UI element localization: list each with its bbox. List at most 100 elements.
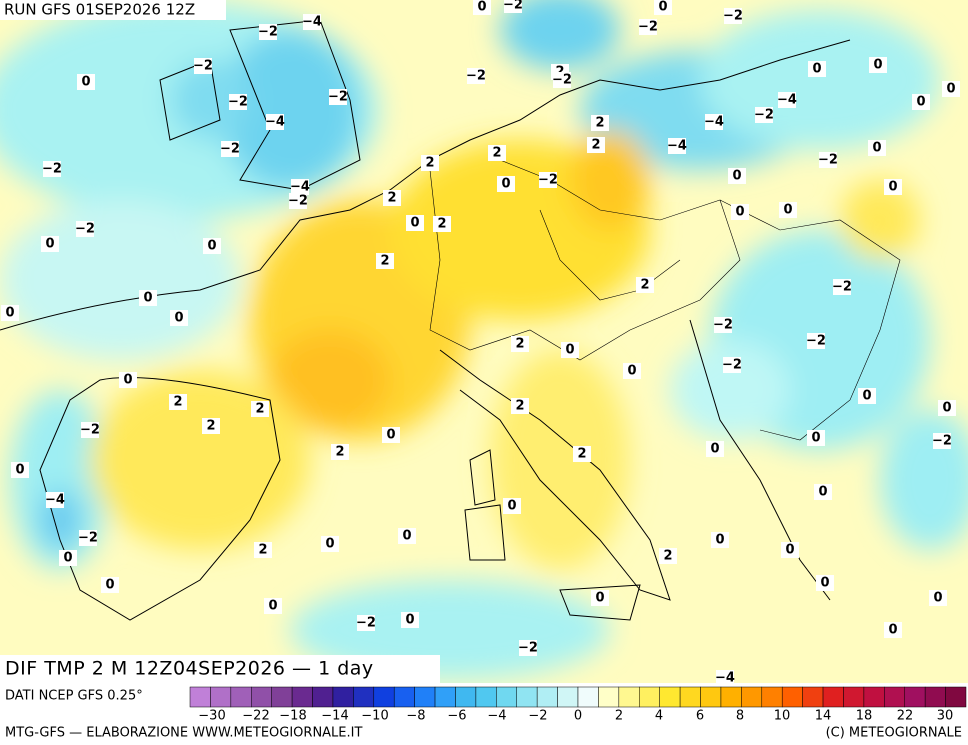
colorbar-label: 2 [615, 709, 623, 724]
contour-label: −2 [258, 25, 278, 40]
contour-label: −2 [723, 9, 743, 24]
colorbar-swatch [434, 686, 456, 708]
contour-label: −4 [704, 115, 724, 130]
colorbar-swatch [659, 686, 681, 708]
colorbar-label: −22 [242, 709, 269, 724]
contour-label: 2 [255, 402, 264, 417]
contour-label-bg [376, 253, 394, 269]
contour-label: 0 [45, 237, 54, 252]
colorbar-swatch [843, 686, 865, 708]
contour-label: −2 [806, 334, 826, 349]
contour-label: 0 [143, 291, 152, 306]
contour-label-bg [259, 24, 277, 40]
contour-label-bg [291, 179, 309, 195]
contour-label: 2 [515, 337, 524, 352]
contour-label-bg [303, 14, 321, 30]
contour-label-bg [731, 204, 749, 220]
contour-label-bg [636, 277, 654, 293]
contour-label-bg [46, 492, 64, 508]
contour-label-bg [933, 433, 951, 449]
colorbar-swatch [557, 686, 579, 708]
colorbar-swatch [516, 686, 538, 708]
contour-label: −4 [45, 493, 65, 508]
contour-label-bg [321, 536, 339, 552]
contour-label: 0 [565, 343, 574, 358]
title-box [0, 655, 440, 683]
contour-label-bg [884, 179, 902, 195]
contour-label-bg [488, 145, 506, 161]
contour-label: 0 [105, 578, 114, 593]
contour-label: 2 [206, 419, 215, 434]
contour-label-bg [561, 342, 579, 358]
contour-label: 0 [735, 205, 744, 220]
contour-label-bg [573, 446, 591, 462]
colorbar-swatch [741, 686, 763, 708]
contour-label-bg [781, 542, 799, 558]
contour-label-bg [503, 498, 521, 514]
contour-label-bg [382, 427, 400, 443]
contour-label-bg [79, 530, 97, 546]
contour-label: 0 [710, 442, 719, 457]
contour-label-bg [723, 357, 741, 373]
contour-label: −4 [302, 15, 322, 30]
contour-label: 2 [380, 254, 389, 269]
colorbar-swatch [414, 686, 436, 708]
contour-label-bg [194, 58, 212, 74]
contour-label: 0 [268, 599, 277, 614]
contour-label: 2 [492, 146, 501, 161]
contour-label: −2 [78, 531, 98, 546]
contour-label: 0 [873, 58, 882, 73]
contour-label: 0 [325, 537, 334, 552]
contour-label: −2 [713, 318, 733, 333]
contour-label-bg [553, 72, 571, 88]
contour-label: 0 [916, 95, 925, 110]
contour-label-bg [728, 168, 746, 184]
colorbar-swatch [863, 686, 885, 708]
contour-label: 2 [387, 191, 396, 206]
contour-label-bg [331, 444, 349, 460]
contour-label-bg [81, 422, 99, 438]
colorbar-label: 8 [736, 709, 744, 724]
contour-label: 0 [595, 591, 604, 606]
colorbar-swatch [679, 686, 701, 708]
contour-label-bg [329, 89, 347, 105]
colorbar-swatch [618, 686, 640, 708]
contour-label: −4 [777, 93, 797, 108]
contour-label-bg [77, 74, 95, 90]
colorbar-swatch [393, 686, 415, 708]
contour-label-bg [139, 290, 157, 306]
contour-label-bg [473, 0, 491, 15]
contour-label: 0 [627, 364, 636, 379]
contour-label: −2 [722, 358, 742, 373]
contour-label: 0 [946, 82, 955, 97]
colorbar-swatch [373, 686, 395, 708]
contour-label-bg [289, 193, 307, 209]
colorbar-label: −4 [487, 709, 506, 724]
contour-label: 0 [732, 169, 741, 184]
contour-label: −4 [715, 671, 735, 686]
contour-label: −2 [538, 173, 558, 188]
contour-label-bg [884, 622, 902, 638]
contour-label: −4 [290, 180, 310, 195]
contour-label-bg [724, 8, 742, 24]
contour-label: 2 [640, 278, 649, 293]
contour-label: −2 [466, 69, 486, 84]
contour-label: −2 [818, 153, 838, 168]
contour-label: 2 [258, 543, 267, 558]
contour-label: 2 [591, 138, 600, 153]
contour-label: −4 [265, 115, 285, 130]
contour-label: 0 [888, 180, 897, 195]
contour-label: 0 [818, 485, 827, 500]
contour-label-bg [639, 19, 657, 35]
contour-label-bg [511, 336, 529, 352]
contour-label: 0 [386, 428, 395, 443]
contour-label: −2 [328, 90, 348, 105]
contour-label: −2 [832, 280, 852, 295]
contour-label-bg [705, 114, 723, 130]
contour-label-bg [587, 137, 605, 153]
contour-label-bg [912, 94, 930, 110]
contour-label-bg [266, 114, 284, 130]
contour-label-bg [869, 57, 887, 73]
contour-label-bg [169, 394, 187, 410]
contour-label: 0 [872, 141, 881, 156]
